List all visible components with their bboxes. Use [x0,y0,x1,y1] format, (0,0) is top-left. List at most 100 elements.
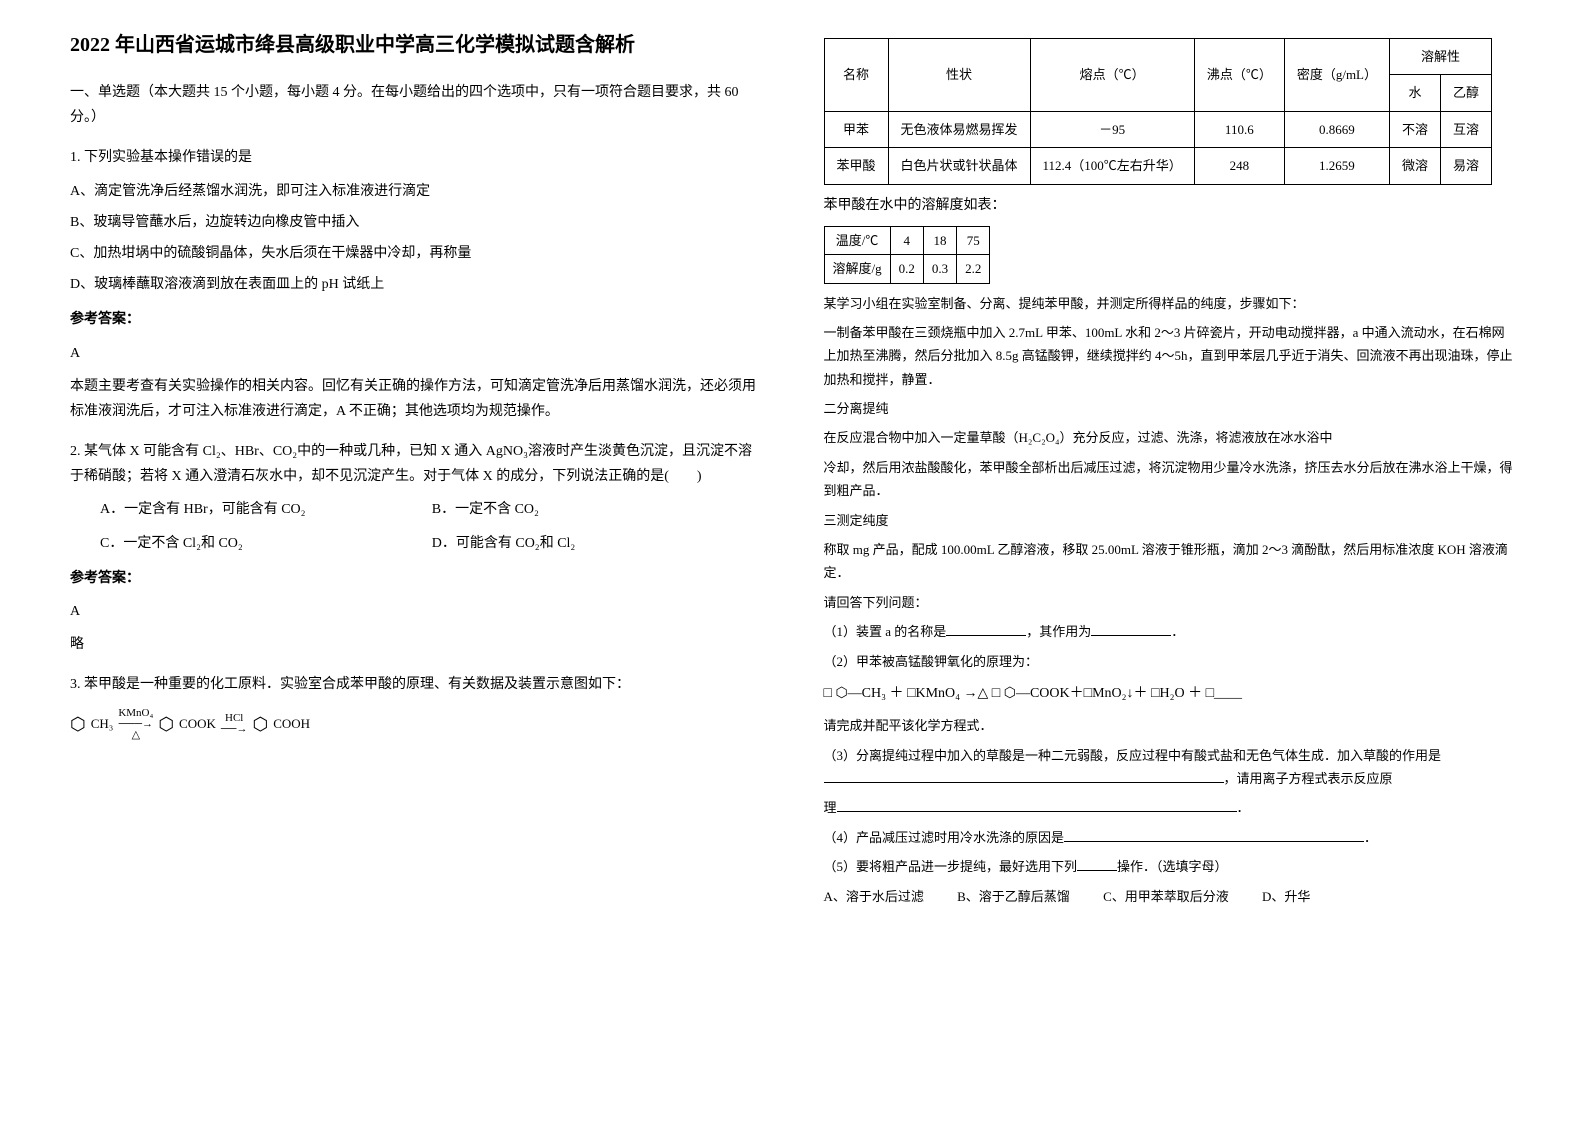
arrow-2: HCl ──→ [221,713,248,735]
table-cell: 易溶 [1441,148,1492,184]
sub5-option-b: B、溶于乙醇后蒸馏 [957,889,1070,904]
arrow-symbol: ───→ [119,719,153,730]
table-cell: 微溶 [1390,148,1441,184]
step2-text-b: 冷却，然后用浓盐酸酸化，苯甲酸全部析出后减压过滤，将沉淀物用少量冷水洗涤，挤压去… [824,456,1518,503]
q2-stem: 2. 某气体 X 可能含有 Cl₂、HBr、CO₂中的一种或几种，已知 X 通入… [70,439,764,489]
left-column: 2022 年山西省运城市绛县高级职业中学高三化学模拟试题含解析 一、单选题（本大… [40,30,794,1092]
delta-symbol: △ [132,730,140,741]
table-cell: 248 [1194,148,1284,184]
sub-question-5: （5）要将粗产品进一步提纯，最好选用下列 操作．（选填字母） [824,855,1518,878]
blank-field[interactable] [837,799,1237,812]
blank-field[interactable] [824,770,1224,783]
chemical-equation: □ ⬡—CH₃ ＋ □KMnO₄ →△ □ ⬡—COOK＋□MnO₂↓＋ □H₂… [824,681,1518,706]
q2-option-d: D．可能含有 CO₂和 Cl₂ [432,531,764,556]
table-cell: 无色液体易燃易挥发 [888,111,1030,147]
right-column: 名称 性状 熔点（℃） 沸点（℃） 密度（g/mL） 溶解性 水 乙醇 甲苯 无… [794,30,1548,1092]
table-cell: 温度/℃ [824,226,890,254]
table-cell: 112.4（100℃左右升华） [1030,148,1194,184]
table-header-row: 名称 性状 熔点（℃） 沸点（℃） 密度（g/mL） 溶解性 [824,39,1492,75]
sub3c-line: 理． [824,796,1518,819]
q2-option-a: A．一定含有 HBr，可能含有 CO₂ [70,497,432,522]
sub5-option-d: D、升华 [1262,889,1310,904]
table-cell: 溶解度/g [824,255,890,283]
table-cell: 0.2 [890,255,923,283]
cook-group: COOK [179,712,216,735]
arrow-symbol: ──→ [221,724,248,735]
sub5-options: A、溶于水后过滤 B、溶于乙醇后蒸馏 C、用甲苯萃取后分液 D、升华 [824,885,1518,908]
document-title: 2022 年山西省运城市绛县高级职业中学高三化学模拟试题含解析 [70,30,764,60]
table-cell: 不溶 [1390,111,1441,147]
q2-options-row2: C．一定不含 Cl₂和 CO₂ D．可能含有 CO₂和 Cl₂ [70,531,764,556]
q1-option-c: C、加热坩埚中的硫酸铜晶体，失水后须在干燥器中冷却，再称量 [70,241,764,266]
table-cell: 甲苯 [824,111,888,147]
sub2b-text: 请完成并配平该化学方程式． [824,714,1518,737]
q1-explanation: 本题主要考查有关实验操作的相关内容。回忆有关正确的操作方法，可知滴定管洗净后用蒸… [70,374,764,424]
sub4-text: （4）产品减压过滤时用冷水洗涤的原因是 [824,830,1065,845]
sub3d-text: ． [1237,800,1250,815]
arrow-1: KMnO₄ ───→ △ [118,708,153,741]
step2-text-a: 在反应混合物中加入一定量草酸（H₂C₂O₄）充分反应，过滤、洗涤，将滤液放在冰水… [824,426,1518,449]
q2-options-row1: A．一定含有 HBr，可能含有 CO₂ B．一定不含 CO₂ [70,497,764,522]
q1-stem: 1. 下列实验基本操作错误的是 [70,145,764,170]
q1-answer: A [70,341,764,366]
q2-answer-label: 参考答案： [70,566,764,591]
blank-field[interactable] [1077,858,1117,871]
sub4b-text: ． [1364,830,1377,845]
table-cell: 0.8669 [1284,111,1389,147]
blank-field[interactable] [1091,623,1171,636]
q1-option-d: D、玻璃棒蘸取溶液滴到放在表面皿上的 pH 试纸上 [70,272,764,297]
methyl-group: CH₃ [91,712,114,735]
sub1b-text: ，其作用为 [1026,624,1091,639]
sub1-text: （1）装置 a 的名称是 [824,624,947,639]
table-cell: 4 [890,226,923,254]
sub5-text: （5）要将粗产品进一步提纯，最好选用下列 [824,859,1078,874]
sub-question-1: （1）装置 a 的名称是 ，其作用为 ． [824,620,1518,643]
benzene-ring-icon: ⬡ [158,708,174,740]
benzene-ring-icon: ⬡ [252,708,268,740]
sub-question-2: （2）甲苯被高锰酸钾氧化的原理为： [824,650,1518,673]
col-density: 密度（g/mL） [1284,39,1389,112]
table-row: 苯甲酸 白色片状或针状晶体 112.4（100℃左右升华） 248 1.2659… [824,148,1492,184]
properties-table: 名称 性状 熔点（℃） 沸点（℃） 密度（g/mL） 溶解性 水 乙醇 甲苯 无… [824,38,1493,185]
sub-question-4: （4）产品减压过滤时用冷水洗涤的原因是 ． [824,826,1518,849]
table-cell: 苯甲酸 [824,148,888,184]
table-cell: 1.2659 [1284,148,1389,184]
reagent-kmno4: KMnO₄ [118,708,153,719]
step3-text: 称取 mg 产品，配成 100.00mL 乙醇溶液，移取 25.00mL 溶液于… [824,538,1518,585]
table-cell: 2.2 [957,255,990,283]
section-1-header: 一、单选题（本大题共 15 个小题，每小题 4 分。在每小题给出的四个选项中，只… [70,80,764,130]
table-cell: 18 [923,226,956,254]
procedure-intro: 某学习小组在实验室制备、分离、提纯苯甲酸，并测定所得样品的纯度，步骤如下： [824,292,1518,315]
sub5b-text: 操作．（选填字母） [1117,859,1228,874]
step3-title: 三测定纯度 [824,509,1518,532]
step2-title: 二分离提纯 [824,397,1518,420]
cooh-group: COOH [273,712,310,735]
col-bp: 沸点（℃） [1194,39,1284,112]
col-solubility: 溶解性 [1390,39,1492,75]
sub1c-text: ． [1171,624,1184,639]
sub5-option-c: C、用甲苯萃取后分液 [1103,889,1229,904]
col-ethanol: 乙醇 [1441,75,1492,111]
q1-option-a: A、滴定管洗净后经蒸馏水润洗，即可注入标准液进行滴定 [70,179,764,204]
blank-field[interactable] [1064,829,1364,842]
table-cell: 0.3 [923,255,956,283]
q1-answer-label: 参考答案： [70,307,764,332]
q3-stem: 3. 苯甲酸是一种重要的化工原料．实验室合成苯甲酸的原理、有关数据及装置示意图如… [70,672,764,697]
sub-question-3: （3）分离提纯过程中加入的草酸是一种二元弱酸，反应过程中有酸式盐和无色气体生成．… [824,744,1518,791]
table-cell: 75 [957,226,990,254]
table-cell: 白色片状或针状晶体 [888,148,1030,184]
sub3-text: （3）分离提纯过程中加入的草酸是一种二元弱酸，反应过程中有酸式盐和无色气体生成．… [824,748,1442,763]
sub3c-text: 理 [824,800,837,815]
table-row: 温度/℃ 4 18 75 [824,226,990,254]
table-cell: 互溶 [1441,111,1492,147]
step1-text: 一制备苯甲酸在三颈烧瓶中加入 2.7mL 甲苯、100mL 水和 2～3 片碎瓷… [824,321,1518,391]
col-name: 名称 [824,39,888,112]
solubility-intro: 苯甲酸在水中的溶解度如表： [824,193,1518,218]
table-row: 溶解度/g 0.2 0.3 2.2 [824,255,990,283]
sub3b-text: ，请用离子方程式表示反应原 [1224,771,1393,786]
q2-answer: A [70,599,764,624]
q2-option-c: C．一定不含 Cl₂和 CO₂ [70,531,432,556]
blank-field[interactable] [946,623,1026,636]
table-cell: 110.6 [1194,111,1284,147]
q2-option-b: B．一定不含 CO₂ [432,497,764,522]
